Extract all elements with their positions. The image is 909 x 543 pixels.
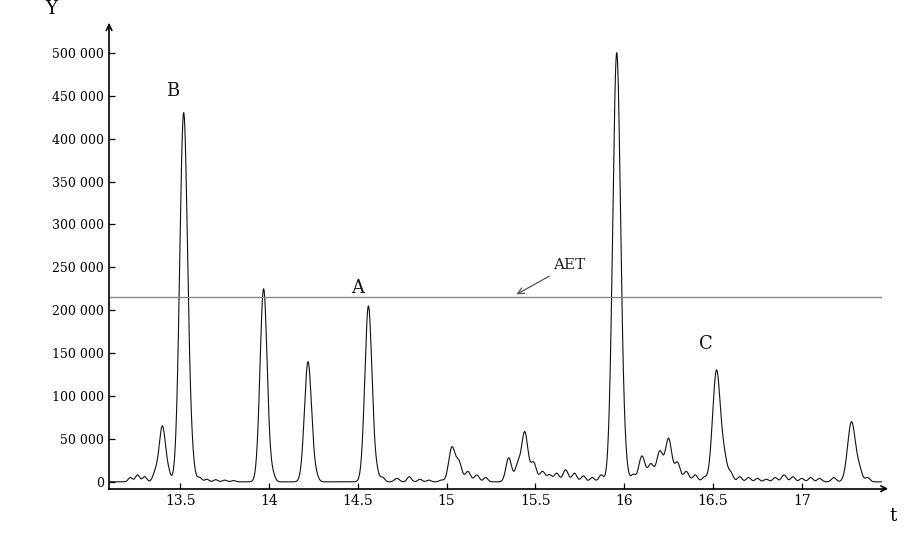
Text: Y: Y: [45, 0, 57, 18]
Text: A: A: [351, 280, 365, 298]
Text: t: t: [889, 507, 896, 525]
Text: AET: AET: [518, 258, 585, 294]
Text: B: B: [166, 82, 180, 100]
Text: C: C: [699, 335, 713, 353]
